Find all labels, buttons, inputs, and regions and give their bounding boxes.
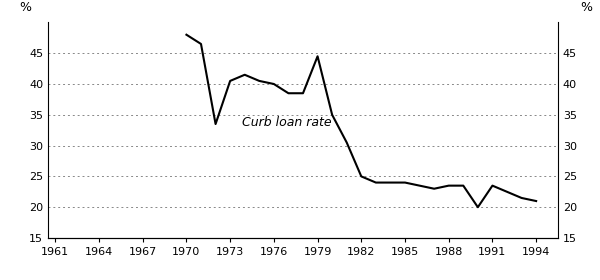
Text: Curb loan rate: Curb loan rate [242,116,331,129]
Text: %: % [19,1,31,14]
Text: %: % [580,1,592,14]
